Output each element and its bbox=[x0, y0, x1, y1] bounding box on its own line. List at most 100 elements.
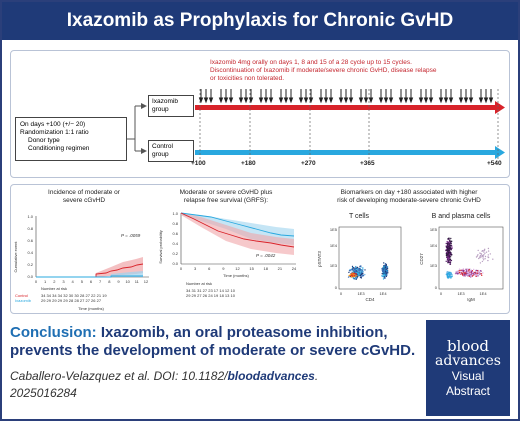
incidence-control-curve bbox=[36, 263, 144, 278]
flow-event-dot bbox=[447, 259, 449, 261]
flow-event-dot bbox=[448, 237, 450, 239]
svg-text:0.4: 0.4 bbox=[27, 250, 33, 255]
flow-event-dot bbox=[447, 253, 449, 255]
flow-event-dot bbox=[475, 275, 477, 277]
dose-arrowhead bbox=[288, 97, 294, 104]
flow-event-dot bbox=[381, 275, 383, 277]
control-group-box: Control group bbox=[148, 140, 194, 162]
flow-event-dot bbox=[448, 257, 450, 259]
flow-event-dot bbox=[446, 257, 449, 259]
biomarkers-title-2: risk of developing moderate-severe chron… bbox=[337, 197, 481, 204]
grfs-xtick: 0 bbox=[180, 266, 183, 271]
flow-event-dot bbox=[383, 270, 385, 273]
svg-text:0.2: 0.2 bbox=[172, 251, 178, 256]
grfs-control-risk: 34 31 31 27 23 17 14 12 10 bbox=[186, 288, 236, 293]
group1-line-2: group bbox=[152, 106, 169, 113]
flow-event-dot bbox=[350, 274, 353, 276]
flow-event-dot bbox=[492, 258, 494, 260]
flow-event-dot bbox=[449, 251, 451, 253]
dose-arrowhead bbox=[248, 97, 254, 104]
flow-event-dot bbox=[474, 273, 476, 275]
flow-event-dot bbox=[451, 247, 453, 249]
svg-text:0: 0 bbox=[440, 291, 443, 296]
incidence-xticks: 0 1 2 3 4 5 6 7 8 9 10 11 12 bbox=[35, 279, 149, 284]
incidence-title-1: Incidence of moderate or bbox=[48, 189, 120, 196]
flow-event-dot bbox=[359, 271, 362, 273]
flow-event-dot bbox=[446, 245, 448, 248]
flow-event-dot bbox=[450, 259, 453, 262]
flow-event-dot bbox=[354, 270, 356, 273]
grfs-title-2: relapse free survival (GRFS): bbox=[183, 197, 269, 204]
incidence-control-risk: 34 34 34 34 32 30 30 28 27 22 21 19 bbox=[41, 293, 107, 298]
flow-event-dot bbox=[447, 274, 450, 277]
flow-event-dot bbox=[469, 272, 472, 275]
biomarkers-plots: 0 1E3 1E4 1E5 0 1E3 1E4 CD4 pSTAT3 0 1E3 bbox=[317, 226, 504, 302]
flow-event-dot bbox=[449, 261, 451, 263]
flow-event-dot bbox=[448, 242, 450, 244]
flow-event-dot bbox=[447, 261, 450, 263]
day-label-540: +540 bbox=[487, 160, 502, 167]
grfs-ylabel: Survival probability bbox=[158, 230, 163, 264]
grfs-xtick: 12 bbox=[235, 266, 240, 271]
flow-event-dot bbox=[349, 268, 351, 271]
grfs-xtick: 21 bbox=[278, 266, 283, 271]
incidence-at-risk-label: Number at risk bbox=[41, 286, 67, 291]
dose-arrowhead bbox=[418, 97, 424, 104]
flow-event-dot bbox=[449, 242, 452, 244]
flow-event-dot bbox=[458, 270, 460, 272]
incidence-xtick: 1 bbox=[44, 279, 47, 284]
svg-text:0.4: 0.4 bbox=[172, 241, 178, 246]
flow-event-dot bbox=[481, 250, 484, 252]
flow-event-dot bbox=[350, 276, 353, 278]
flow-event-dot bbox=[484, 258, 486, 260]
svg-text:1E4: 1E4 bbox=[430, 243, 438, 248]
biomarkers-title: Biomarkers on day +180 associated with h… bbox=[311, 189, 507, 205]
flow-event-dot bbox=[477, 270, 479, 272]
flow-event-dot bbox=[383, 262, 385, 264]
flow-event-dot bbox=[384, 266, 387, 268]
conclusion-body: Ixazomib, an oral proteasome inhibition,… bbox=[10, 324, 416, 359]
grfs-control-curve bbox=[180, 212, 295, 248]
bcells-label: B and plasma cells bbox=[431, 213, 491, 220]
flow-event-dot bbox=[479, 262, 482, 264]
flow-event-dot bbox=[355, 267, 357, 269]
flow-event-dot bbox=[487, 256, 489, 258]
grfs-pvalue: P = .0042 bbox=[256, 253, 276, 258]
conclusion-text: Conclusion: Ixazomib, an oral proteasome… bbox=[10, 324, 420, 360]
flow-event-dot bbox=[362, 272, 364, 275]
dose-arrowhead bbox=[258, 97, 264, 104]
flow-event-dot bbox=[446, 247, 449, 249]
grfs-xtick: 24 bbox=[292, 266, 297, 271]
flow-event-dot bbox=[356, 272, 359, 274]
flow-event-dot bbox=[447, 271, 449, 273]
flow-event-dot bbox=[467, 268, 469, 270]
flow-event-dot bbox=[352, 275, 354, 277]
flow-event-dot bbox=[451, 275, 453, 278]
flow-event-dot bbox=[351, 268, 353, 271]
svg-text:1E3: 1E3 bbox=[330, 263, 338, 268]
dose-arrowhead bbox=[338, 97, 344, 104]
flow-event-dot bbox=[478, 257, 480, 260]
dose-arrowhead bbox=[278, 97, 284, 104]
dose-arrowhead bbox=[488, 97, 494, 104]
dose-arrowhead bbox=[223, 97, 229, 104]
flow-event-dot bbox=[446, 248, 448, 250]
flow-event-dot bbox=[359, 274, 362, 276]
svg-text:0.0: 0.0 bbox=[27, 274, 33, 279]
svg-text:0: 0 bbox=[435, 285, 438, 290]
flow-event-dot bbox=[358, 270, 361, 272]
flow-event-dot bbox=[469, 275, 472, 277]
incidence-control-label: Control bbox=[15, 293, 28, 298]
flow-event-dot bbox=[462, 268, 465, 270]
incidence-xtick: 8 bbox=[108, 279, 111, 284]
dose-arrowhead bbox=[443, 97, 449, 104]
flow-event-dot bbox=[384, 274, 386, 277]
svg-text:0.6: 0.6 bbox=[172, 231, 178, 236]
flow-event-dot bbox=[487, 254, 489, 256]
svg-text:0.0: 0.0 bbox=[172, 261, 178, 266]
flow-event-dot bbox=[450, 277, 452, 279]
flow-event-dot bbox=[481, 274, 483, 276]
svg-text:1E3: 1E3 bbox=[430, 263, 438, 268]
flow-event-dot bbox=[468, 269, 470, 271]
flow-event-dot bbox=[449, 276, 452, 278]
